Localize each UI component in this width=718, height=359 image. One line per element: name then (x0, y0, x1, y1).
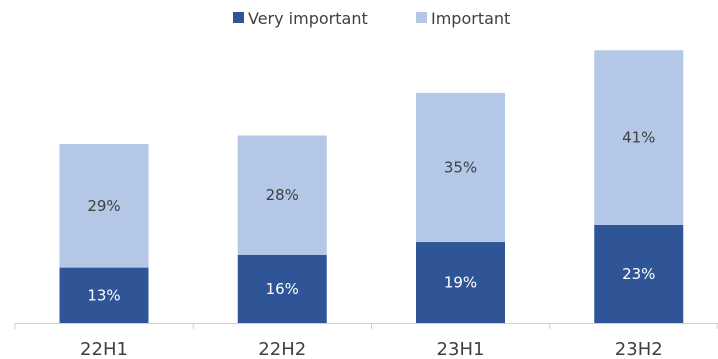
data-label-very-important-23h1: 19% (444, 274, 477, 292)
legend-label-important: Important (431, 9, 510, 28)
data-label-very-important-22h2: 16% (266, 280, 299, 298)
bar-important-23h2 (594, 50, 684, 225)
legend-swatch-important (416, 12, 427, 23)
bar-very-important-22h1 (59, 267, 149, 323)
x-tick-label-22h1: 22H1 (80, 339, 128, 359)
bar-important-22h2 (237, 135, 327, 255)
x-tick-label-23h1: 23H1 (437, 339, 485, 359)
bar-very-important-22h2 (237, 254, 327, 323)
data-label-very-important-22h1: 13% (87, 286, 120, 304)
legend-swatch-very-important (233, 12, 244, 23)
legend-label-very-important: Very important (248, 9, 368, 28)
legend: Very important Important (233, 9, 510, 28)
bars: 13% 29% 16% 28% 19% 35% 23% 41% (59, 50, 684, 323)
bar-very-important-23h2 (594, 224, 684, 323)
data-label-important-22h1: 29% (87, 197, 120, 215)
data-label-important-23h1: 35% (444, 158, 477, 176)
bar-important-22h1 (59, 144, 149, 268)
x-tick-label-23h2: 23H2 (615, 339, 663, 359)
data-label-very-important-23h2: 23% (622, 265, 655, 283)
bar-important-23h1 (416, 92, 505, 243)
x-axis: 22H1 22H2 23H1 23H2 (14, 323, 718, 359)
bar-very-important-23h1 (416, 242, 505, 323)
x-tick-label-22h2: 22H2 (258, 339, 306, 359)
data-label-important-22h2: 28% (266, 186, 299, 204)
data-label-important-23h2: 41% (622, 129, 655, 147)
